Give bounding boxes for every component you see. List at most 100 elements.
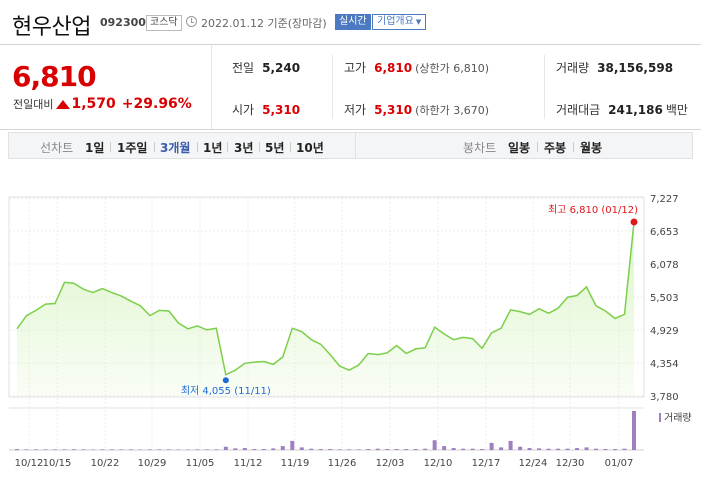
stat-high: 고가 6,810 (상한가 6,810) bbox=[344, 59, 489, 76]
volume-bar bbox=[423, 448, 428, 450]
stat-value: 5,240 bbox=[262, 61, 301, 75]
volume-bar bbox=[109, 449, 114, 450]
volume-bar bbox=[252, 449, 257, 450]
volume-bar bbox=[204, 449, 209, 450]
tab-10y[interactable]: 10년 bbox=[296, 141, 324, 155]
volume-bar bbox=[413, 449, 418, 450]
volume-bar bbox=[527, 448, 532, 450]
x-tick-label: 12/17 bbox=[472, 458, 501, 469]
volume-bar bbox=[24, 449, 29, 450]
volume-bar bbox=[290, 440, 295, 450]
realtime-button[interactable]: 실시간 bbox=[335, 14, 371, 30]
stat-value: 5,310 bbox=[374, 103, 413, 117]
stat-unit: 백만 bbox=[665, 103, 688, 117]
volume-legend-label: 거래량 bbox=[664, 412, 692, 424]
tab-separator bbox=[259, 142, 260, 152]
volume-bar bbox=[575, 448, 580, 450]
volume-bar bbox=[375, 448, 380, 450]
price-summary: 6,810 전일대비 1,570 +29.96% 전일 5,240 시가 5,310 고… bbox=[0, 44, 701, 130]
tab-separator bbox=[537, 142, 538, 152]
volume-bar bbox=[128, 449, 133, 450]
stock-header: 현우산업 092300 코스닥 2022.01.12 기준(장마감) 실시간 기… bbox=[0, 0, 701, 44]
volume-bar bbox=[489, 442, 494, 450]
tab-1d[interactable]: 1일 bbox=[85, 141, 105, 155]
price-chart[interactable]: 7,227 6,653 6,078 5,503 4,929 4,354 3,780 10/12… bbox=[0, 170, 701, 480]
chart-period-tabs: 선차트 1일 1주일 3개월 1년 3년 5년 10년 봉차트 일봉 주봉 월봉 bbox=[8, 132, 693, 159]
tab-weekly[interactable]: 주봉 bbox=[544, 141, 567, 155]
stat-value: 38,156,598 bbox=[597, 61, 674, 75]
volume-bar bbox=[461, 448, 466, 450]
volume-bar bbox=[565, 448, 570, 450]
y-tick-label: 5,503 bbox=[650, 293, 679, 304]
volume-bar bbox=[15, 449, 19, 450]
y-tick-label: 7,227 bbox=[650, 194, 679, 205]
x-tick-label: 10/22 bbox=[91, 458, 120, 469]
tab-3m[interactable]: 3개월 bbox=[160, 141, 191, 155]
high-marker bbox=[630, 218, 638, 226]
volume-bar bbox=[195, 449, 200, 450]
volume-bar bbox=[366, 449, 371, 450]
tab-monthly[interactable]: 월봉 bbox=[580, 141, 603, 155]
x-tick-label: 10/12 bbox=[15, 458, 44, 469]
volume-bar bbox=[613, 449, 618, 450]
line-chart-label: 선차트 bbox=[40, 141, 74, 155]
company-overview-label: 기업개요 bbox=[377, 16, 414, 27]
volume-bar bbox=[337, 449, 342, 450]
x-tick-label: 12/10 bbox=[424, 458, 453, 469]
volume-bar bbox=[404, 449, 409, 450]
stat-label: 저가 bbox=[344, 103, 367, 117]
high-annotation: 최고 6,810 (01/12) bbox=[548, 204, 638, 216]
tab-separator bbox=[290, 142, 291, 152]
volume-bar bbox=[52, 449, 57, 450]
volume-bar bbox=[499, 447, 504, 450]
stat-label: 고가 bbox=[344, 61, 367, 75]
volume-bar bbox=[147, 449, 152, 450]
divider bbox=[332, 55, 333, 119]
stat-sub: (상한가 6,810) bbox=[415, 62, 489, 75]
stock-code: 092300 bbox=[100, 16, 146, 29]
volume-bar bbox=[62, 449, 67, 450]
volume-bar bbox=[385, 449, 390, 450]
volume-bar bbox=[81, 449, 86, 450]
company-overview-button[interactable]: 기업개요 ▼ bbox=[372, 14, 427, 30]
x-tick-label: 11/19 bbox=[281, 458, 310, 469]
volume-bar bbox=[537, 448, 542, 450]
stat-label: 전일 bbox=[232, 61, 255, 75]
tab-separator bbox=[573, 142, 574, 152]
tab-daily[interactable]: 일봉 bbox=[508, 141, 531, 155]
volume-bar bbox=[603, 449, 608, 450]
candle-chart-label: 봉차트 bbox=[463, 141, 497, 155]
volume-bar bbox=[622, 448, 627, 450]
volume-bar bbox=[261, 449, 266, 450]
tab-1w[interactable]: 1주일 bbox=[117, 141, 148, 155]
tab-3y[interactable]: 3년 bbox=[234, 141, 254, 155]
stat-label: 거래대금 bbox=[556, 103, 601, 117]
date-text: 2022.01.12 기준(장마감) bbox=[201, 17, 327, 30]
x-tick-label: 11/26 bbox=[328, 458, 357, 469]
volume-bar bbox=[594, 448, 599, 450]
y-tick-label: 3,780 bbox=[650, 392, 679, 403]
volume-bar bbox=[546, 448, 551, 450]
y-tick-label: 6,078 bbox=[650, 260, 679, 271]
tab-5y[interactable]: 5년 bbox=[265, 141, 285, 155]
current-price: 6,810 bbox=[12, 60, 97, 93]
volume-bar bbox=[508, 440, 513, 450]
low-marker bbox=[222, 377, 229, 384]
stat-amount: 거래대금 241,186 백만 bbox=[556, 101, 688, 118]
tab-1y[interactable]: 1년 bbox=[203, 141, 223, 155]
change-percent: +29.96% bbox=[121, 96, 192, 112]
volume-bar bbox=[166, 449, 171, 450]
volume-bar bbox=[299, 447, 304, 450]
stock-name: 현우산업 bbox=[12, 15, 91, 40]
stat-sub: (하한가 3,670) bbox=[415, 104, 489, 117]
chevron-down-icon: ▼ bbox=[415, 18, 422, 26]
volume-bar bbox=[584, 447, 589, 450]
volume-bar bbox=[394, 449, 399, 450]
up-arrow-icon bbox=[56, 100, 71, 109]
x-tick-label: 12/03 bbox=[376, 458, 405, 469]
volume-bar bbox=[518, 446, 523, 450]
tab-separator bbox=[154, 142, 155, 152]
volume-bar bbox=[280, 446, 285, 450]
tab-separator bbox=[197, 142, 198, 152]
stat-label: 시가 bbox=[232, 103, 255, 117]
